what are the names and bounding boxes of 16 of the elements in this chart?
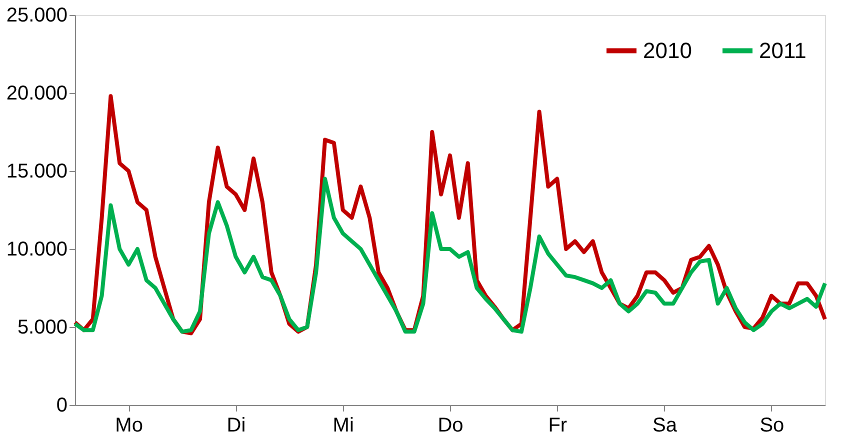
x-tick-label: Mi [332,414,354,436]
x-tick-label: Do [438,414,464,436]
x-tick-label: Di [226,414,246,436]
x-tick-label: Sa [652,414,678,436]
y-tick-label: 5.000 [17,316,68,338]
x-tick-label: So [760,414,784,436]
y-tick-label: 25.000 [6,4,68,26]
y-tick-label: 10.000 [6,238,68,260]
y-tick-label: 20.000 [6,82,68,104]
legend-label: 2011 [759,38,806,63]
x-tick-label: Mo [115,414,143,436]
y-tick-label: 15.000 [6,160,68,182]
legend-label: 2010 [643,38,692,63]
y-tick-label: 0 [56,394,68,416]
x-tick-label: Fr [548,414,568,436]
line-series [73,176,827,334]
